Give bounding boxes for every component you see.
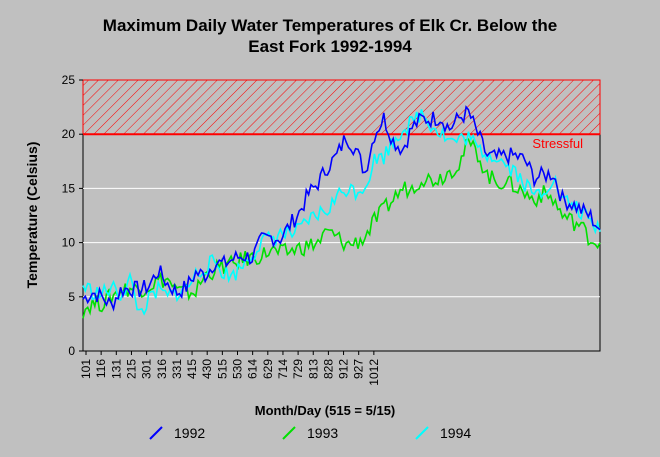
x-tick-label: 430 — [200, 359, 214, 379]
x-tick-label: 215 — [124, 359, 138, 379]
y-tick-label: 15 — [62, 181, 76, 195]
series-line-1994 — [82, 109, 601, 316]
x-tick-label: 912 — [337, 359, 351, 379]
legend-swatch-1994 — [415, 426, 429, 440]
x-tick-label: 813 — [306, 359, 320, 379]
stress-zone — [82, 79, 601, 135]
x-tick-label: 729 — [291, 359, 305, 379]
x-tick-label: 614 — [246, 359, 260, 379]
x-tick-label: 530 — [231, 359, 245, 379]
y-tick-label: 0 — [68, 344, 75, 358]
legend-label-1994: 1994 — [440, 425, 471, 441]
y-tick-label: 5 — [68, 290, 75, 304]
y-tick-label: 20 — [62, 127, 76, 141]
x-tick-label: 301 — [140, 359, 154, 379]
x-tick-label: 101 — [79, 359, 93, 379]
y-tick-label: 10 — [62, 236, 76, 250]
legend-label-1992: 1992 — [174, 425, 205, 441]
chart-title-line2: East Fork 1992-1994 — [248, 37, 412, 56]
x-tick-label: 515 — [215, 359, 229, 379]
legend-swatch-1992 — [149, 426, 163, 440]
y-axis-label: Temperature (Celsius) — [24, 142, 40, 289]
x-tick-label: 714 — [276, 359, 290, 379]
legend-swatch-1993 — [282, 426, 296, 440]
x-tick-label: 629 — [261, 359, 275, 379]
series-line-1993 — [82, 138, 601, 319]
x-tick-label: 331 — [170, 359, 184, 379]
y-tick-label: 25 — [62, 73, 76, 87]
series-line-1992 — [82, 105, 601, 312]
legend-label-1993: 1993 — [307, 425, 338, 441]
x-tick-label: 131 — [109, 359, 123, 379]
x-tick-label: 1012 — [367, 359, 381, 386]
x-tick-label: 116 — [94, 359, 108, 378]
x-tick-label: 828 — [321, 359, 335, 379]
x-tick-label: 316 — [155, 359, 169, 379]
x-axis-label: Month/Day (515 = 5/15) — [255, 403, 396, 418]
x-tick-label: 415 — [185, 359, 199, 379]
stress-zone-label: Stressful — [532, 136, 583, 151]
x-tick-label: 927 — [352, 359, 366, 379]
chart-title-line1: Maximum Daily Water Temperatures of Elk … — [102, 16, 558, 35]
